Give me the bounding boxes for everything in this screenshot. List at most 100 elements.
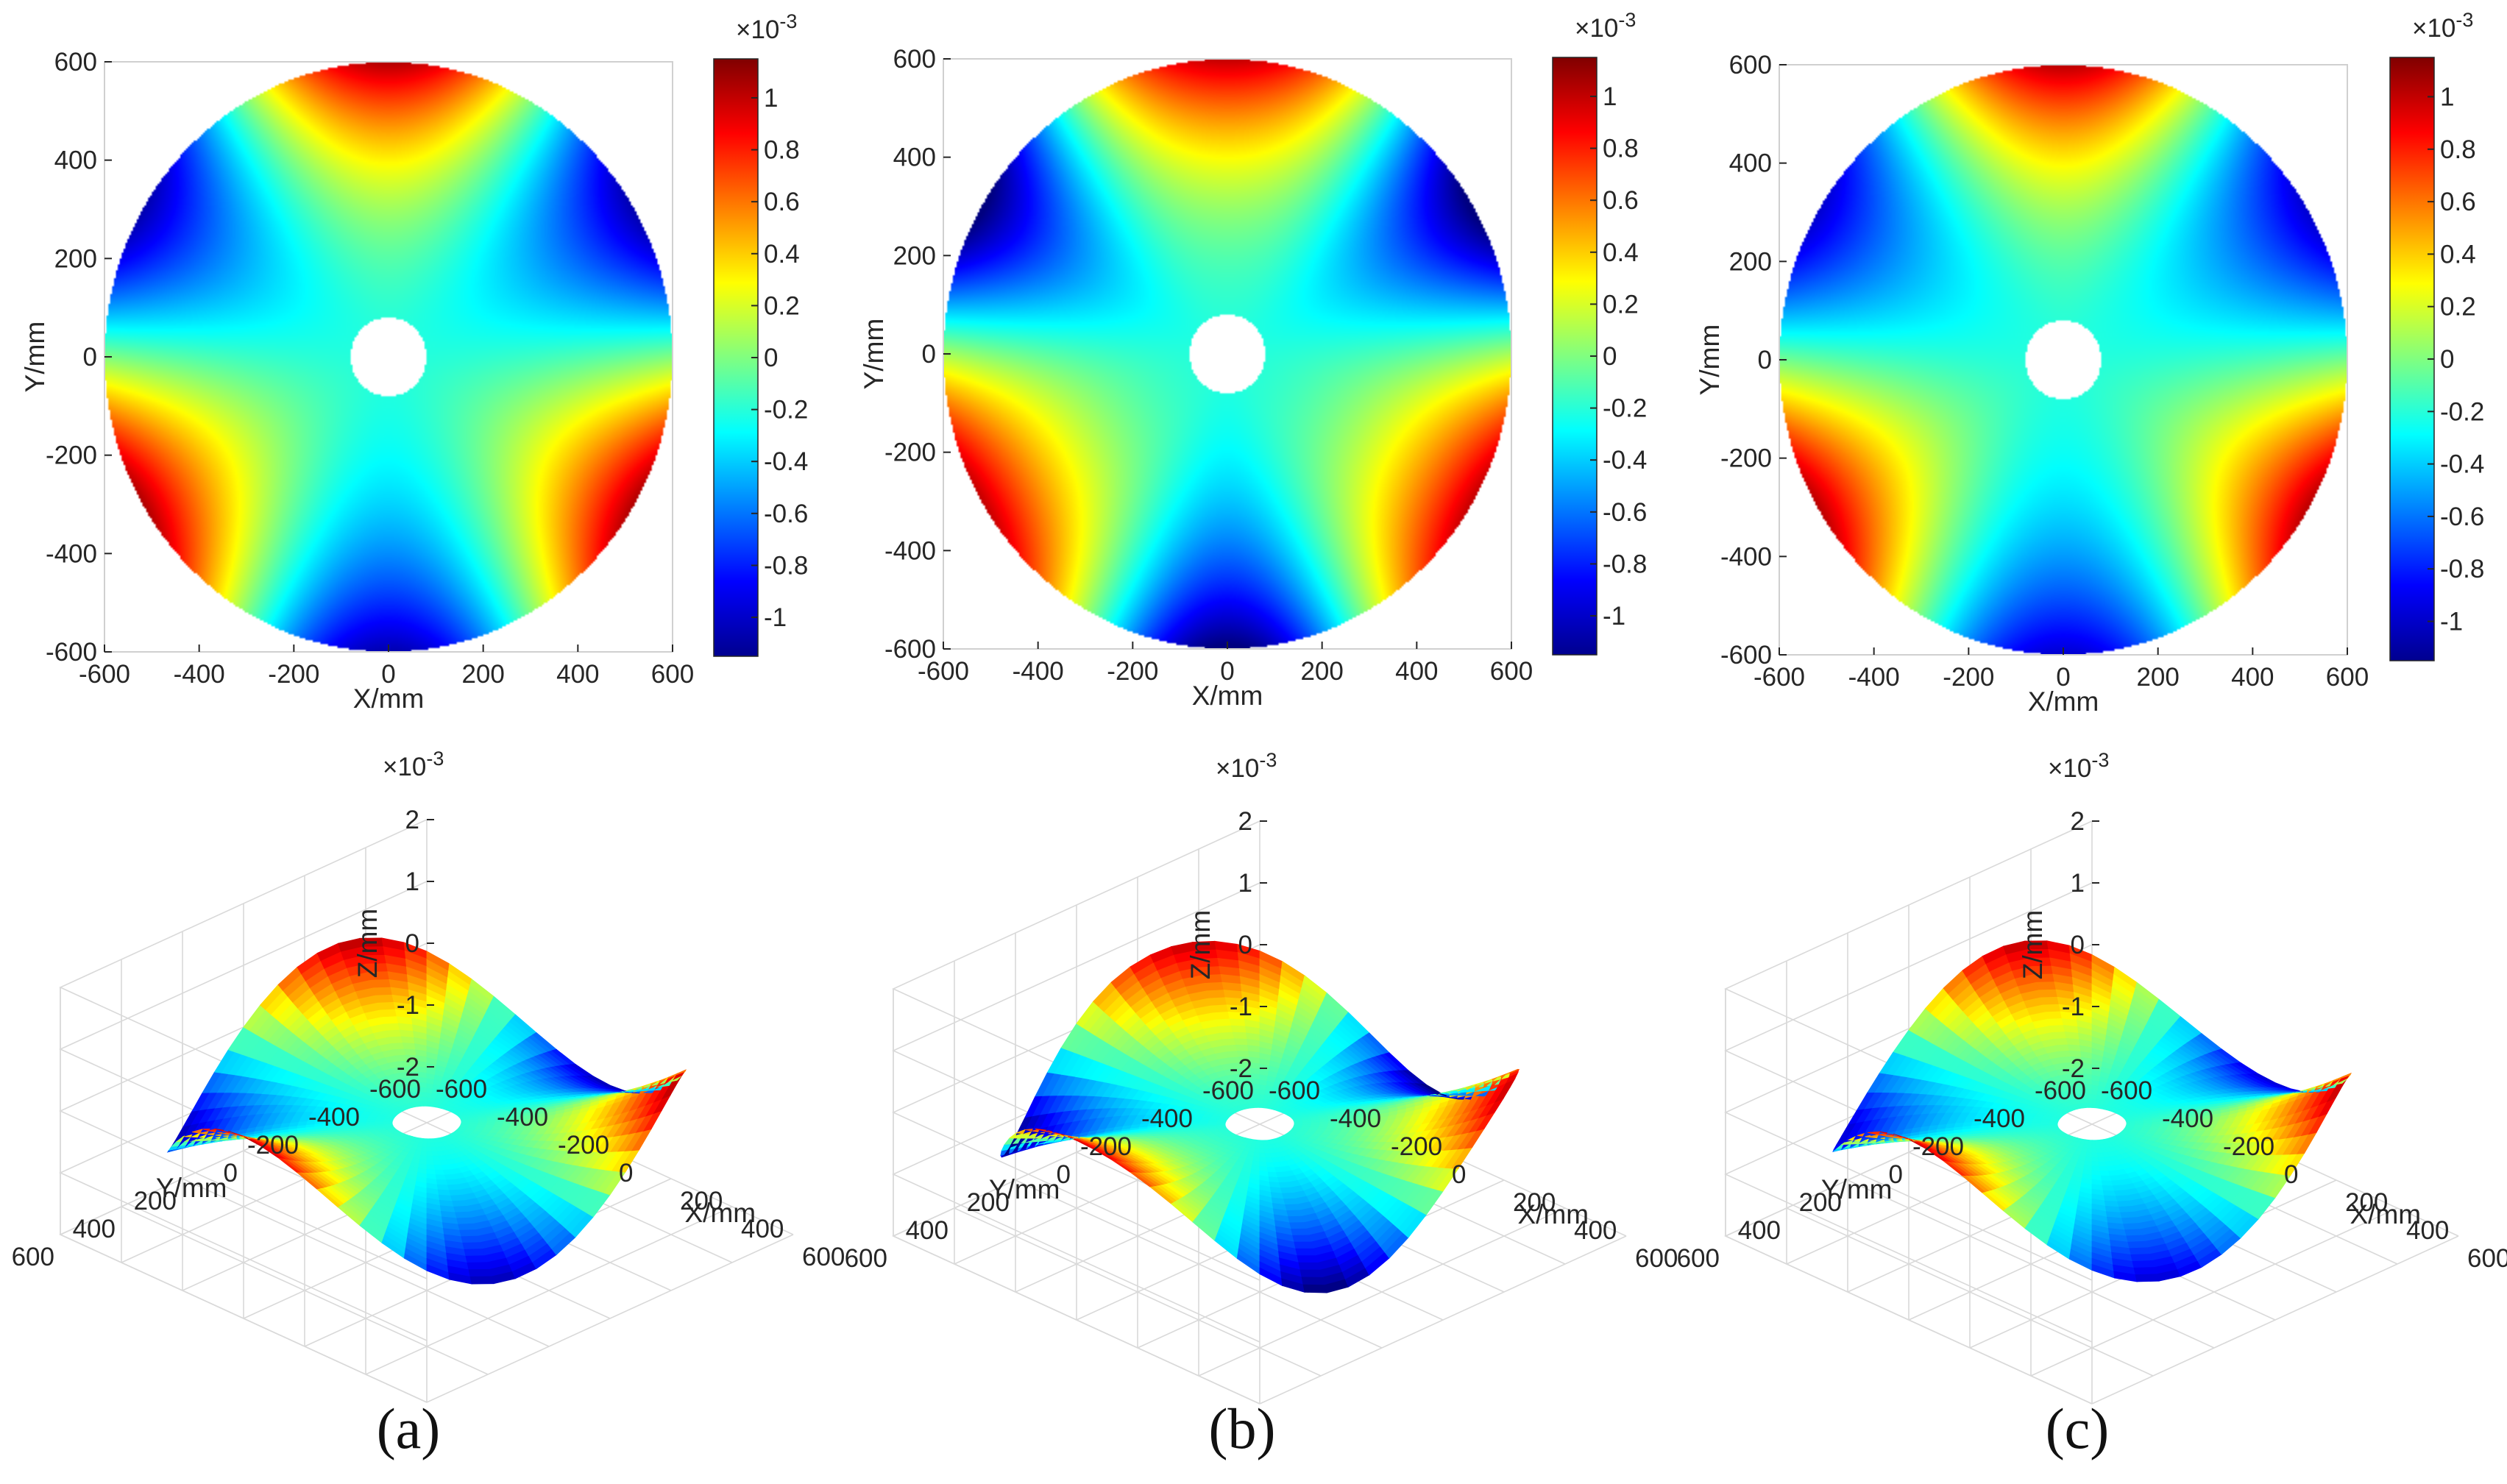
y-tick-label: 600 [1729, 51, 1772, 79]
x-tick-label: -400 [1848, 663, 1900, 692]
surface-patch [421, 1146, 428, 1152]
colorbar-tick-label: -0.4 [2440, 450, 2484, 479]
x-tick-label: -600 [1754, 663, 1805, 692]
surface-patch [1297, 1255, 1319, 1263]
colorbar-tick-label: 0.4 [1603, 238, 1639, 267]
y-tick-label: 200 [54, 244, 97, 273]
surface-patch [1223, 1044, 1238, 1053]
z-axis-label: Z/mm [1185, 910, 1216, 980]
colorbar-exponent: ×10-3 [736, 10, 797, 44]
heatmap-panel-b: -600 -400 -200 0 200 400 6006004002000-200-400… [859, 9, 1647, 711]
surface-patch [467, 1262, 490, 1271]
colorbar-tick-label: -0.4 [1603, 446, 1647, 475]
x-tick-label: 400 [741, 1215, 784, 1243]
surface-patch [468, 1124, 479, 1127]
surface-patch [1212, 1011, 1230, 1020]
surface-patch [468, 1268, 492, 1277]
surface3d-panel-a: -2-1012Z/mm×10-3-600-400-2000200400600X/… [12, 748, 845, 1403]
surface-patch [1255, 1139, 1260, 1145]
x-tick-label: 0 [2056, 663, 2070, 692]
x-tick-label: 600 [651, 660, 694, 689]
x-tick-label: -600 [1269, 1076, 1320, 1105]
y-tick-label: 400 [906, 1216, 948, 1245]
colorbar-tick-label: -0.2 [1603, 394, 1647, 423]
y-tick-label: 0 [83, 343, 97, 372]
y-tick-label: -600 [884, 635, 936, 664]
z-tick-label: 1 [1238, 869, 1252, 898]
y-tick-label: 400 [73, 1215, 116, 1243]
surface-patch [375, 994, 394, 1004]
colorbar-tick-label: 0.8 [764, 136, 800, 165]
surface-patch [1255, 1098, 1260, 1104]
z-tick-label: 2 [405, 806, 419, 834]
y-tick-label: -400 [884, 536, 936, 565]
surface-patch [469, 1118, 479, 1122]
surface-patch [436, 1179, 449, 1186]
surface-patch [1295, 1248, 1316, 1257]
surface-patch [390, 1043, 405, 1051]
colorbar-tick-label: 1 [2440, 82, 2454, 111]
colorbar [2389, 57, 2435, 661]
x-tick-label: 600 [1635, 1244, 1678, 1273]
surface-patch [422, 1101, 428, 1107]
colorbar-tick-label: 0.6 [1603, 186, 1639, 215]
colorbar-exponent: ×10-3 [1575, 9, 1636, 43]
y-tick-label: 400 [893, 143, 936, 172]
y-tick-label: -400 [1141, 1104, 1193, 1133]
surface-patch [1299, 1269, 1323, 1278]
colorbar-tick-label: -1 [1603, 602, 1625, 631]
colorbar-tick-label: 0 [2440, 345, 2454, 374]
colorbar [1552, 57, 1598, 656]
surface [1000, 940, 1520, 1293]
surface-patch [421, 1092, 428, 1098]
surface-patch [1210, 1004, 1229, 1014]
y-tick-label: 0 [922, 340, 936, 369]
surface-patch [1232, 1032, 1248, 1040]
surface-patch [1252, 1084, 1260, 1090]
y-tick-label: 200 [893, 241, 936, 270]
surface-patch [1301, 1277, 1325, 1286]
surface-patch [461, 1121, 471, 1124]
y-tick-label: -200 [1080, 1132, 1132, 1161]
colorbar-tick-label: -0.2 [2440, 397, 2484, 426]
x-tick-label: -400 [1013, 657, 1064, 686]
surface3d-panel-b: -2-1012Z/mm×10-3-600-400-2000200400600X/… [845, 749, 1678, 1405]
surface-patch [2040, 996, 2060, 1006]
y-tick-label: 600 [893, 45, 936, 74]
y-tick-label: 400 [54, 146, 97, 175]
colorbar-tick-label: -0.6 [764, 500, 808, 528]
x-axis-label: X/mm [353, 684, 425, 714]
surface-patch [388, 1036, 403, 1044]
surface-patch [1230, 1025, 1247, 1034]
colorbar [713, 58, 759, 657]
x-tick-label: -600 [436, 1075, 487, 1104]
y-tick-label: 200 [1729, 247, 1772, 276]
surface-patch [400, 1036, 416, 1044]
surface-patch [1289, 1222, 1308, 1229]
y-tick-label: -600 [1202, 1076, 1254, 1105]
x-tick-label: 200 [680, 1187, 723, 1215]
surface-patch [383, 1023, 400, 1032]
surface3d-panel-c: -2-1012Z/mm×10-3-600-400-2000200400600X/… [1677, 749, 2507, 1405]
surface-patch [1205, 990, 1226, 999]
colorbar-tick-label: -0.8 [2440, 555, 2484, 583]
colorbar-tick-label: 0.4 [764, 240, 800, 269]
colorbar-tick-label: 0.2 [1603, 290, 1639, 319]
x-tick-label: 200 [2136, 663, 2179, 692]
colorbar-tick-label: 0.6 [764, 188, 800, 216]
x-tick-label: 0 [1220, 657, 1234, 686]
y-tick-label: 200 [134, 1187, 177, 1215]
surface-patch [2053, 1037, 2068, 1046]
y-tick-label: -600 [1720, 641, 1772, 670]
y-tick-label: 600 [54, 48, 97, 77]
surface-patch [372, 987, 393, 996]
x-tick-label: 200 [1300, 657, 1343, 686]
floor-grid-line [426, 1234, 794, 1403]
surface-patch [1255, 1103, 1260, 1108]
heatmap-image [104, 62, 673, 652]
surface-patch [2042, 1004, 2061, 1013]
surface-patch [1203, 981, 1224, 992]
heatmap-panel-c: -600 -400 -200 0 200 400 6006004002000-200-400… [1695, 9, 2484, 717]
z-tick-label: 0 [405, 929, 419, 958]
y-tick-label: -200 [884, 439, 936, 467]
